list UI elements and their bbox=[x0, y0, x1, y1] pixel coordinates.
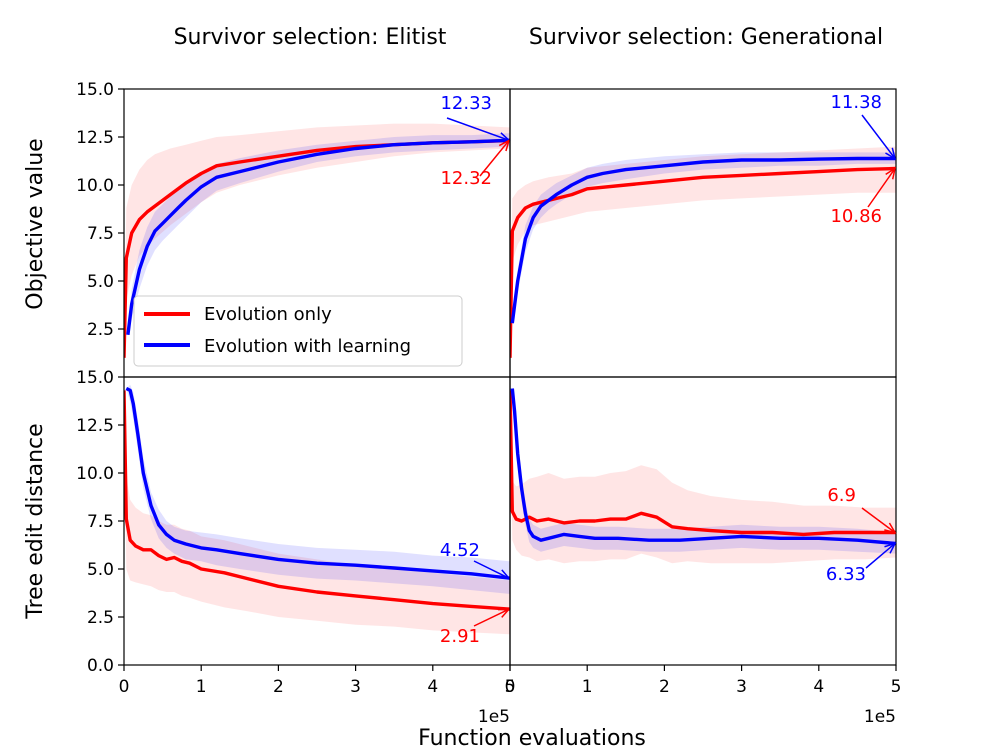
annotation-arrow bbox=[865, 542, 896, 569]
y-tick-label: 15.0 bbox=[76, 80, 114, 100]
line-evolution-with-learning bbox=[510, 388, 896, 546]
y-tick-label: 15.0 bbox=[76, 368, 114, 388]
plot-area bbox=[510, 388, 896, 564]
y-tick-label: 12.5 bbox=[76, 416, 114, 436]
y-tick-label: 10.0 bbox=[76, 176, 114, 196]
annotation-arrow bbox=[446, 117, 510, 141]
annotation-label: 2.91 bbox=[440, 626, 480, 647]
x-tick-label: 4 bbox=[427, 677, 438, 697]
y-tick-label: 7.5 bbox=[87, 224, 114, 244]
x-tick-label: 0 bbox=[505, 677, 516, 697]
y-tick-label: 5.0 bbox=[87, 560, 114, 580]
line-evolution-only bbox=[510, 166, 896, 358]
annotation-arrowhead bbox=[498, 138, 511, 152]
annotation-arrow bbox=[861, 507, 896, 534]
legend-label-evolution-only: Evolution only bbox=[204, 304, 332, 325]
y-tick-label: 10.0 bbox=[76, 464, 114, 484]
legend-label-evolution-with-learning: Evolution with learning bbox=[204, 336, 411, 357]
band-evolution-with-learning bbox=[126, 384, 510, 594]
ylabel-objective-value: Objective value bbox=[23, 138, 48, 309]
line-evolution-with-learning bbox=[126, 138, 510, 336]
x-tick-label: 0 bbox=[119, 677, 130, 697]
y-tick-label: 12.5 bbox=[76, 128, 114, 148]
y-tick-label: 7.5 bbox=[87, 512, 114, 532]
band-evolution-only bbox=[124, 123, 510, 358]
annotation-arrowhead bbox=[884, 522, 897, 534]
annotation-arrow bbox=[473, 608, 510, 627]
y-tick-label: 0.0 bbox=[87, 656, 114, 676]
panel-bottom-right: 0 1 2 3 4 5 6.9 6.33 bbox=[505, 376, 902, 697]
x-tick-label: 1 bbox=[582, 677, 593, 697]
legend: Evolution only Evolution with learning bbox=[133, 295, 463, 367]
plot-area bbox=[124, 123, 510, 358]
annotation-arrowhead bbox=[497, 569, 511, 580]
annotation-arrow bbox=[479, 139, 510, 177]
annotation-label: 10.86 bbox=[830, 206, 882, 227]
annotation-label: 11.38 bbox=[830, 92, 882, 113]
x-tick-label: 4 bbox=[813, 677, 824, 697]
y-tick-label: 2.5 bbox=[87, 320, 114, 340]
axes-frame bbox=[509, 376, 897, 666]
x-tick-label: 5 bbox=[505, 677, 516, 697]
panel-top-right: 11.38 10.86 bbox=[509, 88, 897, 378]
band-evolution-only bbox=[510, 146, 896, 358]
annotation-arrow bbox=[473, 560, 510, 579]
annotation-label: 4.52 bbox=[440, 540, 480, 561]
line-evolution-with-learning bbox=[510, 156, 896, 324]
x-tick-label: 3 bbox=[350, 677, 361, 697]
y-tick-label: 5.0 bbox=[87, 272, 114, 292]
x-tick-label: 2 bbox=[659, 677, 670, 697]
annotation-arrowhead bbox=[885, 147, 897, 161]
x-tick-label: 5 bbox=[891, 677, 902, 697]
x-tick-label: 1 bbox=[196, 677, 207, 697]
annotation-label: 6.9 bbox=[827, 485, 856, 506]
annotation-arrowhead bbox=[885, 166, 897, 180]
line-evolution-with-learning bbox=[125, 386, 510, 580]
x-offset-left: 1e5 bbox=[478, 707, 510, 727]
xlabel-function-evaluations: Function evaluations bbox=[418, 726, 646, 747]
annotation-arrow bbox=[861, 114, 896, 159]
annotation-label: 12.32 bbox=[440, 168, 492, 189]
ylabel-tree-edit-distance: Tree edit distance bbox=[23, 423, 48, 619]
x-offset-right: 1e5 bbox=[864, 707, 896, 727]
annotation-arrowhead bbox=[884, 542, 897, 554]
annotation-arrow bbox=[867, 168, 896, 208]
annotation-label: 6.33 bbox=[826, 564, 866, 585]
x-tick-label: 2 bbox=[273, 677, 284, 697]
legend-box bbox=[133, 295, 463, 367]
plot-area bbox=[124, 384, 510, 635]
title-elitist: Survivor selection: Elitist bbox=[174, 25, 447, 50]
annotation-arrowhead bbox=[497, 608, 511, 618]
plot-area bbox=[510, 146, 896, 358]
line-evolution-only bbox=[124, 390, 510, 611]
y-tick-label: 2.5 bbox=[87, 608, 114, 628]
annotation-label: 12.33 bbox=[440, 93, 492, 114]
panel-top-left: 15.0 12.5 10.0 7.5 5.0 2.5 12.33 12.32 bbox=[76, 80, 511, 378]
band-evolution-with-learning bbox=[127, 133, 510, 335]
x-tick-label: 3 bbox=[736, 677, 747, 697]
title-generational: Survivor selection: Generational bbox=[529, 25, 883, 50]
